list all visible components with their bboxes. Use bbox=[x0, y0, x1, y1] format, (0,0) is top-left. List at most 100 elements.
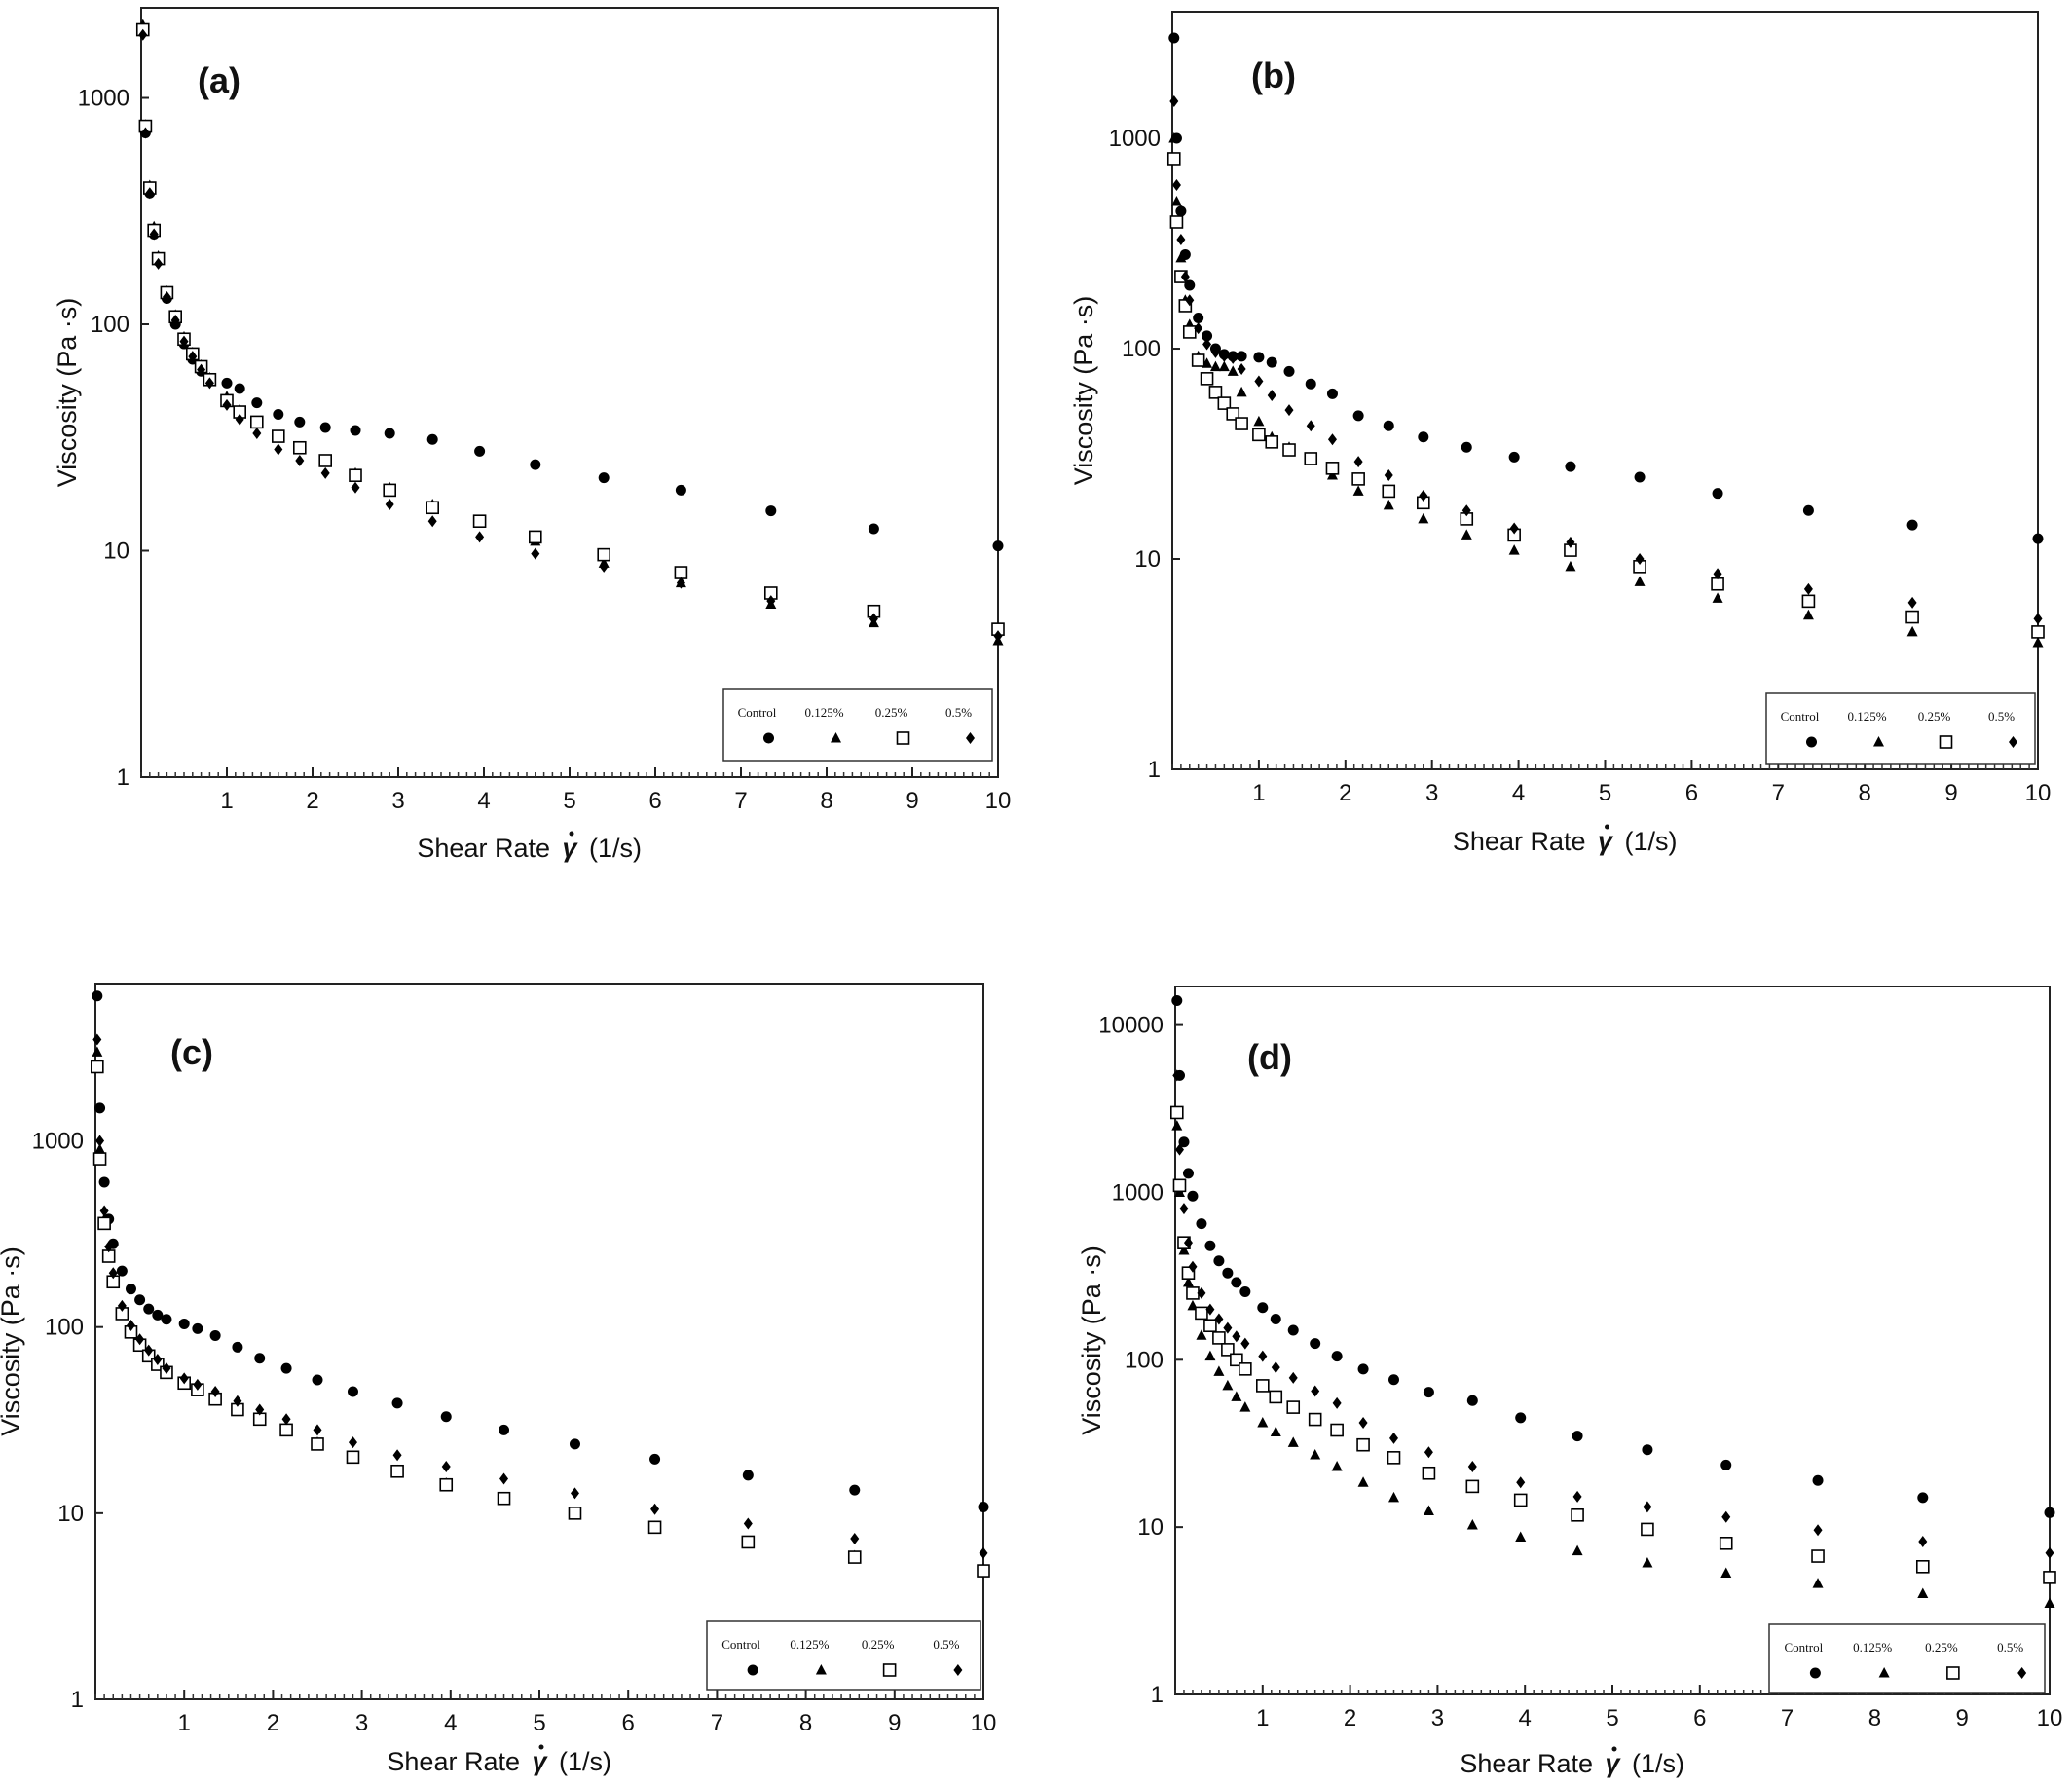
data-point bbox=[1217, 396, 1232, 410]
data-point bbox=[1352, 485, 1364, 496]
data-point bbox=[1419, 489, 1428, 502]
data-point bbox=[274, 443, 283, 456]
data-point bbox=[92, 1033, 102, 1046]
data-point bbox=[1166, 152, 1181, 166]
data-point bbox=[383, 483, 397, 498]
data-point bbox=[1182, 325, 1197, 339]
data-point bbox=[254, 1353, 266, 1364]
data-point bbox=[1232, 1330, 1241, 1343]
data-point bbox=[234, 383, 245, 394]
data-point bbox=[1231, 1391, 1242, 1401]
data-point bbox=[271, 429, 285, 443]
data-point bbox=[472, 514, 487, 529]
x-tick-label: 4 bbox=[444, 1710, 457, 1736]
data-point bbox=[1713, 568, 1722, 580]
data-point bbox=[1226, 407, 1240, 421]
x-tick-label: 10 bbox=[985, 788, 1012, 814]
data-point bbox=[210, 1385, 220, 1397]
data-point bbox=[1270, 1314, 1281, 1325]
data-point bbox=[1719, 1537, 1733, 1550]
data-point bbox=[1418, 431, 1429, 443]
y-tick-label: 100 bbox=[1125, 1347, 1164, 1373]
legend-marker-square bbox=[1939, 735, 1953, 749]
legend-marker-circle bbox=[1806, 736, 1817, 748]
data-point bbox=[1193, 312, 1204, 323]
series-0.25% bbox=[91, 1060, 990, 1578]
plot-frame bbox=[140, 7, 999, 778]
data-point bbox=[235, 413, 244, 426]
data-point bbox=[1565, 560, 1576, 572]
data-point bbox=[1202, 338, 1212, 351]
data-point bbox=[178, 1318, 190, 1329]
data-point bbox=[1353, 456, 1363, 468]
data-point bbox=[1308, 1412, 1322, 1427]
data-point bbox=[192, 1322, 204, 1334]
data-point bbox=[222, 398, 232, 411]
data-point bbox=[1179, 1203, 1189, 1215]
data-point bbox=[98, 1176, 110, 1188]
data-point bbox=[499, 1424, 510, 1435]
data-point bbox=[675, 484, 686, 496]
data-point bbox=[350, 425, 361, 436]
data-point bbox=[1811, 1549, 1825, 1563]
data-point bbox=[152, 1309, 164, 1321]
data-point bbox=[312, 1374, 323, 1386]
data-point bbox=[1508, 451, 1520, 463]
x-axis-unit: (1/s) bbox=[589, 834, 642, 863]
data-point bbox=[1182, 1168, 1194, 1179]
legend-label: Control bbox=[722, 1637, 760, 1652]
x-tick-label: 5 bbox=[563, 788, 575, 814]
data-point bbox=[1237, 362, 1246, 375]
data-point bbox=[570, 1487, 579, 1500]
data-point bbox=[292, 440, 307, 455]
data-point bbox=[1422, 1466, 1436, 1480]
data-point bbox=[2033, 613, 2043, 625]
legend-label: 0.5% bbox=[1997, 1640, 2023, 1655]
data-point bbox=[1565, 461, 1576, 472]
data-point bbox=[1235, 417, 1248, 430]
data-point bbox=[1222, 1267, 1234, 1279]
data-point bbox=[1802, 504, 1814, 516]
legend-marker-square bbox=[882, 1663, 897, 1677]
data-point bbox=[1186, 1286, 1200, 1300]
data-point bbox=[1357, 1476, 1369, 1487]
data-point bbox=[1168, 32, 1180, 44]
data-point bbox=[1509, 522, 1519, 535]
data-point bbox=[1906, 519, 1918, 531]
data-point bbox=[1202, 330, 1213, 342]
data-point bbox=[1287, 1436, 1299, 1447]
data-point bbox=[1172, 1178, 1187, 1193]
data-point bbox=[849, 1484, 861, 1496]
data-point bbox=[251, 397, 263, 409]
data-point bbox=[138, 28, 148, 41]
data-point bbox=[134, 1294, 146, 1306]
data-point bbox=[497, 1491, 511, 1506]
y-tick-label: 100 bbox=[91, 312, 130, 338]
data-point bbox=[1384, 469, 1393, 482]
data-point bbox=[1176, 234, 1186, 246]
data-point bbox=[741, 1535, 756, 1549]
data-point bbox=[1641, 1522, 1654, 1537]
data-point bbox=[1284, 404, 1294, 417]
data-point bbox=[1222, 1379, 1234, 1391]
y-tick-label: 10 bbox=[1134, 546, 1161, 573]
data-point bbox=[1310, 1338, 1321, 1350]
data-point bbox=[1332, 1396, 1342, 1409]
legend-label: 0.125% bbox=[790, 1637, 829, 1652]
data-point bbox=[1196, 1218, 1207, 1230]
data-point bbox=[1236, 386, 1247, 397]
x-tick-label: 1 bbox=[178, 1710, 191, 1736]
legend: Control 0.125% 0.25% 0.5% bbox=[722, 688, 993, 762]
data-point bbox=[1310, 1449, 1321, 1460]
data-point bbox=[1356, 1437, 1370, 1452]
data-point bbox=[1461, 441, 1472, 453]
data-point bbox=[649, 1453, 661, 1465]
data-point bbox=[869, 613, 878, 625]
data-point bbox=[351, 481, 360, 494]
legend-label: 0.25% bbox=[1918, 709, 1951, 724]
gamma-dot-mark bbox=[569, 831, 574, 837]
data-point bbox=[1917, 1492, 1929, 1504]
data-point bbox=[197, 363, 206, 376]
data-point bbox=[597, 547, 611, 562]
data-point bbox=[179, 335, 189, 348]
